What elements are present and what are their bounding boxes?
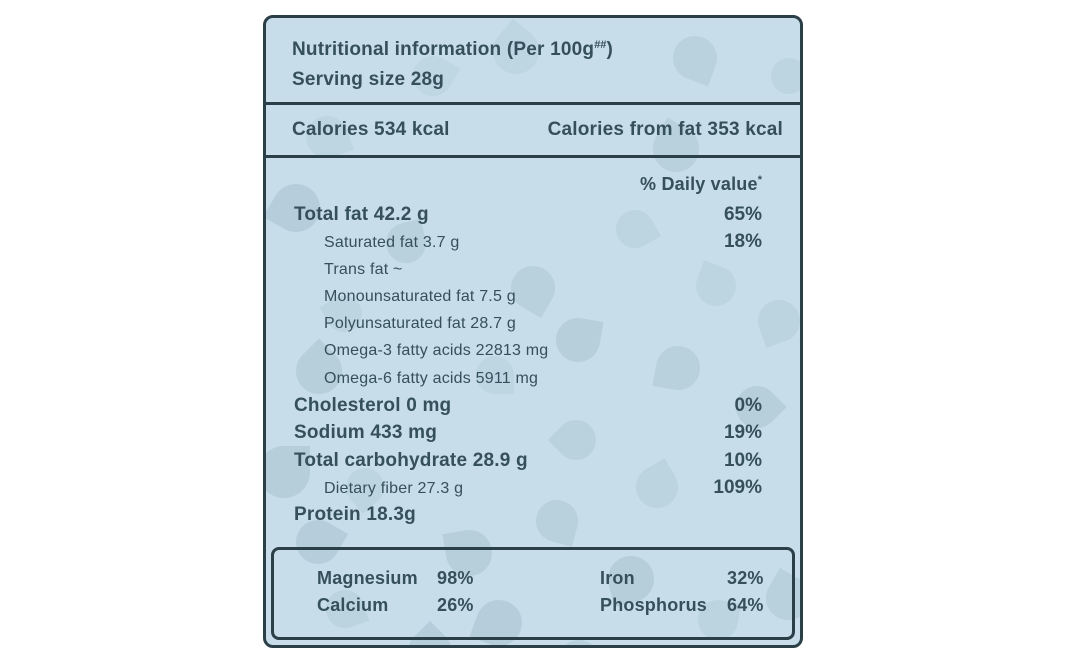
nutrient-label: Omega-3 fatty acids 22813 mg (324, 342, 549, 360)
nutrient-row: Protein 18.3g (294, 501, 762, 528)
nutrient-daily-value: 19% (723, 422, 762, 444)
nutrient-label: Cholesterol 0 mg (294, 395, 452, 417)
nutrient-rows: Total fat 42.2 g 65% Saturated fat 3.7 g 18… (294, 201, 762, 529)
nutrition-label-panel: Nutritional information (Per 100g##) Ser… (263, 15, 803, 648)
label-title-line: Nutritional information (Per 100g##) (292, 36, 784, 66)
mineral-label: Magnesium (317, 568, 418, 588)
nutrient-row: Total carbohydrate 28.9 g 10% (294, 447, 762, 474)
mineral-label: Phosphorus (600, 595, 708, 615)
nutrient-daily-value: 10% (723, 449, 762, 471)
label-title: Nutritional information (Per 100g (292, 39, 595, 60)
nutrients-section: % Daily value* Total fat 42.2 g 65% Satura… (266, 158, 800, 546)
nutrition-label-content: Nutritional information (Per 100g##) Ser… (266, 18, 800, 645)
nutrient-label: Polyunsaturated fat 28.7 g (324, 315, 516, 333)
mineral-value: 98% (437, 568, 474, 588)
nutrient-label: Sodium 433 mg (294, 422, 438, 444)
nutrient-row: Monounsaturated fat 7.5 g (294, 283, 762, 310)
mineral-value: 32% (727, 568, 764, 588)
nutrient-row: Saturated fat 3.7 g 18% (294, 228, 762, 255)
serving-size-text: Serving size 28g (292, 69, 445, 90)
nutrient-label: Monounsaturated fat 7.5 g (324, 287, 516, 305)
nutrient-label: Total fat 42.2 g (294, 204, 429, 225)
nutrient-row: Dietary fiber 27.3 g 109% (294, 474, 762, 501)
nutrient-row: Cholesterol 0 mg 0% (294, 392, 762, 419)
minerals-left-column: Magnesium 98% Calcium 26% (317, 565, 600, 637)
mineral-label: Iron (600, 568, 635, 588)
nutrient-label: Dietary fiber 27.3 g (324, 479, 464, 497)
daily-value-asterisk: * (757, 174, 762, 186)
nutrient-row: Total fat 42.2 g 65% (294, 201, 762, 228)
minerals-right-column: Iron 32% Phosphorus 64% (600, 565, 764, 637)
nutrient-daily-value: 65% (723, 204, 762, 225)
label-title-superscript: ## (594, 39, 607, 51)
daily-value-header-text: % Daily value (640, 174, 758, 194)
nutrient-label: Trans fat ~ (324, 260, 403, 278)
minerals-section: Magnesium 98% Calcium 26% Iron 32% Phosphorus… (271, 547, 795, 640)
nutrient-daily-value: 18% (723, 231, 762, 253)
daily-value-header: % Daily value* (294, 171, 762, 201)
calories-section: Calories 534 kcal Calories from fat 353 … (266, 105, 800, 158)
nutrient-row: Sodium 433 mg 19% (294, 419, 762, 446)
label-header-section: Nutritional information (Per 100g##) Ser… (266, 18, 800, 105)
nutrient-label: Protein 18.3g (294, 504, 416, 526)
mineral-value: 26% (437, 595, 474, 615)
nutrient-label: Saturated fat 3.7 g (324, 234, 460, 252)
label-title-close: ) (606, 39, 613, 60)
nutrient-row: Omega-6 fatty acids 5911 mg (294, 365, 762, 392)
nutrient-daily-value: 109% (713, 476, 762, 498)
nutrient-daily-value: 0% (734, 395, 762, 417)
nutrient-label: Total carbohydrate 28.9 g (294, 449, 528, 471)
nutrient-row: Polyunsaturated fat 28.7 g (294, 310, 762, 337)
nutrient-label: Omega-6 fatty acids 5911 mg (324, 369, 539, 387)
calories-text: Calories 534 kcal (292, 119, 450, 140)
calories-from-fat-text: Calories from fat 353 kcal (547, 119, 783, 140)
mineral-label: Calcium (317, 595, 389, 615)
mineral-value: 64% (727, 595, 764, 615)
nutrient-row: Omega-3 fatty acids 22813 mg (294, 337, 762, 364)
nutrient-row: Trans fat ~ (294, 256, 762, 283)
